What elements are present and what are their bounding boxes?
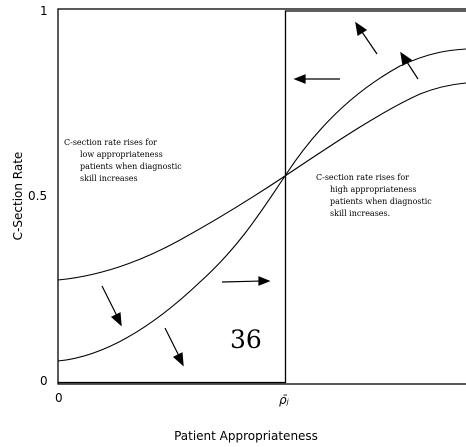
left-note-line-4: skill increases [80, 174, 138, 183]
right-note-line-2: high appropriateness [330, 185, 417, 194]
x-tick-threshold: ρ̄ⱼ [279, 393, 290, 407]
plot-frame [57, 8, 466, 385]
left-note-line-1: C-section rate rises for [64, 138, 157, 147]
arrow-right [221, 276, 271, 286]
y-tick-1: 1 [40, 4, 48, 18]
step-function [58, 10, 466, 384]
arrow-up-left-top [355, 21, 378, 55]
x-tick-0: 0 [55, 391, 63, 405]
arrow-down-right-upper [101, 285, 122, 327]
right-note-line-3: patients when diagnostic [330, 197, 432, 206]
right-note: C-section rate rises for high appropriat… [316, 173, 434, 218]
arrow-up-left-right [400, 51, 419, 80]
y-axis-title: C-Section Rate [11, 152, 25, 241]
y-tick-0: 0 [40, 374, 48, 388]
page-number: 36 [230, 325, 262, 354]
arrow-left [293, 74, 340, 84]
left-note-line-3: patients when diagnostic [80, 162, 182, 171]
right-note-line-1: C-section rate rises for [316, 173, 409, 182]
low-skill-curve [57, 82, 466, 281]
right-note-line-4: skill increases. [330, 209, 390, 218]
left-note: C-section rate rises for low appropriate… [64, 138, 184, 183]
y-tick-0.5: 0.5 [28, 189, 47, 203]
left-note-line-2: low appropriateness [80, 150, 163, 159]
arrow-down-right-lower [164, 327, 184, 367]
x-axis-title: Patient Appropriateness [174, 429, 318, 443]
